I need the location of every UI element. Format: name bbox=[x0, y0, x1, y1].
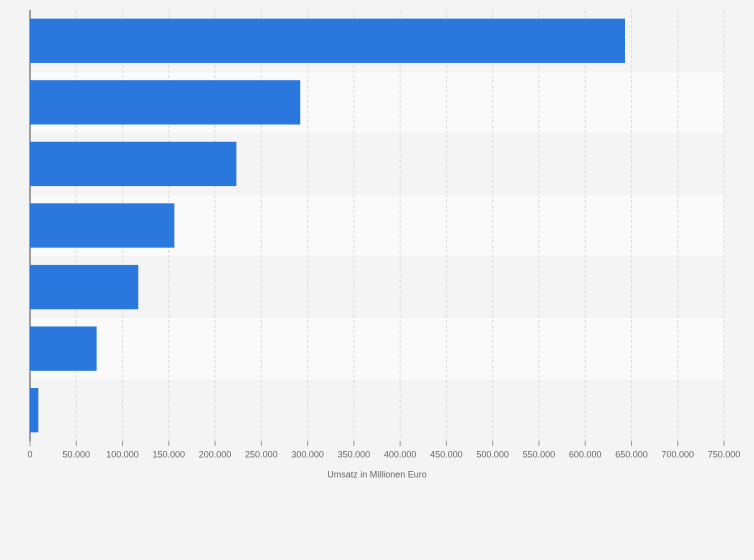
row-band bbox=[30, 256, 724, 318]
x-tick-label: 250.000 bbox=[245, 449, 278, 459]
x-tick-label: 450.000 bbox=[430, 449, 463, 459]
x-tick-label: 0 bbox=[27, 449, 32, 459]
x-axis-label: Umsatz in Millionen Euro bbox=[327, 469, 427, 479]
x-tick-label: 400.000 bbox=[384, 449, 417, 459]
x-tick-label: 100.000 bbox=[106, 449, 139, 459]
row-band bbox=[30, 379, 724, 441]
bar bbox=[30, 326, 97, 371]
x-tick-label: 600.000 bbox=[569, 449, 602, 459]
x-tick-label: 700.000 bbox=[661, 449, 694, 459]
x-tick-label: 650.000 bbox=[615, 449, 648, 459]
bar bbox=[30, 203, 175, 248]
bar bbox=[30, 141, 237, 187]
bar bbox=[30, 264, 139, 310]
x-tick-label: 50.000 bbox=[63, 449, 91, 459]
bar bbox=[30, 388, 39, 433]
x-tick-label: 350.000 bbox=[338, 449, 371, 459]
x-tick-label: 750.000 bbox=[708, 449, 741, 459]
bar bbox=[30, 18, 625, 63]
row-band bbox=[30, 317, 724, 380]
x-tick-label: 500.000 bbox=[476, 449, 509, 459]
bar bbox=[30, 80, 301, 125]
x-tick-label: 300.000 bbox=[291, 449, 324, 459]
x-tick-label: 150.000 bbox=[153, 449, 186, 459]
x-tick-label: 200.000 bbox=[199, 449, 232, 459]
x-tick-label: 550.000 bbox=[523, 449, 556, 459]
